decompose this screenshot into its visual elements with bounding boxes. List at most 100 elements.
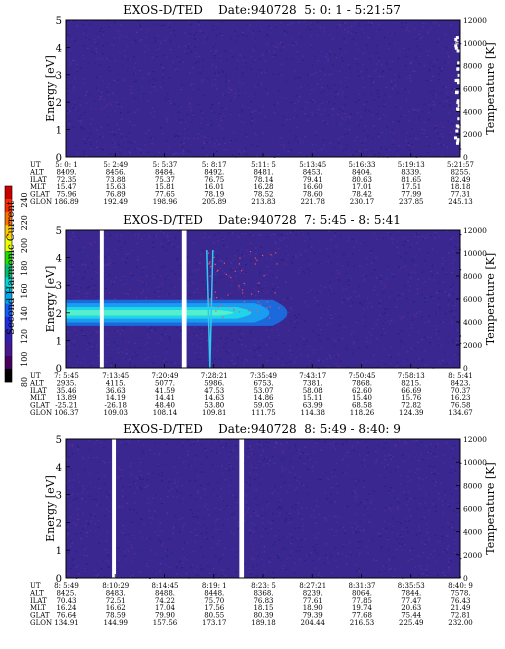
noise-pixel bbox=[215, 66, 217, 68]
noise-pixel bbox=[239, 54, 241, 56]
noise-pixel bbox=[350, 296, 352, 298]
noise-pixel bbox=[243, 366, 245, 368]
noise-pixel bbox=[117, 476, 119, 478]
noise-pixel bbox=[214, 358, 216, 360]
noise-pixel bbox=[346, 90, 348, 92]
noise-pixel bbox=[391, 144, 394, 146]
noise-pixel bbox=[108, 130, 111, 132]
noise-pixel bbox=[401, 528, 404, 531]
noise-pixel bbox=[361, 515, 363, 517]
noise-pixel bbox=[184, 467, 187, 469]
noise-pixel bbox=[118, 69, 121, 71]
noise-pixel bbox=[74, 103, 76, 106]
noise-pixel bbox=[213, 111, 215, 113]
temperature-dot bbox=[217, 306, 219, 308]
noise-pixel bbox=[396, 498, 399, 500]
noise-pixel bbox=[106, 87, 109, 89]
noise-pixel bbox=[222, 240, 225, 242]
noise-pixel bbox=[424, 129, 426, 131]
noise-pixel bbox=[266, 266, 269, 268]
noise-pixel bbox=[172, 532, 174, 534]
noise-pixel bbox=[284, 263, 287, 265]
noise-pixel bbox=[203, 288, 206, 290]
noise-pixel bbox=[289, 358, 292, 360]
noise-pixel bbox=[370, 252, 372, 254]
noise-pixel bbox=[252, 530, 254, 533]
noise-pixel bbox=[96, 575, 99, 577]
noise-pixel bbox=[124, 575, 127, 577]
noise-pixel bbox=[289, 533, 292, 536]
noise-pixel bbox=[349, 116, 351, 118]
noise-pixel bbox=[392, 517, 394, 520]
noise-pixel bbox=[200, 444, 203, 446]
noise-pixel bbox=[355, 527, 357, 529]
noise-pixel bbox=[311, 112, 313, 114]
noise-pixel bbox=[120, 234, 123, 236]
noise-pixel bbox=[125, 136, 128, 138]
noise-pixel bbox=[422, 238, 425, 240]
noise-pixel bbox=[131, 547, 133, 549]
noise-pixel bbox=[127, 550, 130, 552]
noise-pixel bbox=[296, 509, 298, 511]
temperature-dot bbox=[257, 291, 260, 293]
noise-pixel bbox=[233, 98, 235, 100]
noise-pixel bbox=[104, 515, 106, 517]
noise-pixel bbox=[110, 281, 113, 283]
table-cell: 16.62 bbox=[106, 604, 126, 612]
noise-pixel bbox=[409, 285, 411, 287]
noise-pixel bbox=[174, 362, 176, 364]
noise-pixel bbox=[300, 354, 302, 356]
noise-pixel bbox=[383, 113, 385, 116]
noise-pixel bbox=[308, 287, 310, 289]
noise-pixel bbox=[253, 50, 255, 52]
noise-pixel bbox=[245, 62, 247, 64]
noise-pixel bbox=[119, 333, 121, 335]
noise-pixel bbox=[74, 518, 77, 520]
noise-pixel bbox=[207, 483, 209, 485]
noise-pixel bbox=[170, 74, 172, 76]
noise-pixel bbox=[400, 475, 402, 477]
noise-pixel bbox=[240, 109, 243, 111]
noise-pixel bbox=[200, 298, 203, 300]
noise-pixel bbox=[298, 253, 301, 255]
noise-pixel bbox=[269, 512, 271, 514]
noise-pixel bbox=[335, 279, 338, 281]
noise-pixel bbox=[284, 517, 287, 519]
y-tick-label: 1 bbox=[56, 546, 62, 557]
noise-pixel bbox=[179, 153, 181, 155]
noise-pixel bbox=[69, 268, 72, 270]
noise-pixel bbox=[251, 37, 253, 39]
noise-pixel bbox=[199, 346, 202, 349]
noise-pixel bbox=[403, 82, 405, 84]
noise-pixel bbox=[403, 483, 405, 485]
noise-pixel bbox=[347, 240, 350, 242]
noise-pixel bbox=[95, 76, 98, 78]
noise-pixel bbox=[250, 55, 253, 57]
noise-pixel bbox=[134, 124, 136, 126]
noise-pixel bbox=[89, 258, 91, 260]
table-cell: 14.86 bbox=[253, 394, 274, 402]
noise-pixel bbox=[127, 541, 129, 543]
temperature-dot bbox=[258, 282, 260, 284]
noise-pixel bbox=[390, 356, 392, 358]
noise-pixel bbox=[164, 333, 167, 335]
noise-pixel bbox=[288, 557, 291, 559]
noise-pixel bbox=[86, 137, 89, 139]
noise-pixel bbox=[405, 252, 407, 254]
noise-pixel bbox=[435, 313, 437, 315]
noise-pixel bbox=[111, 362, 113, 364]
noise-pixel bbox=[413, 456, 416, 458]
noise-pixel bbox=[409, 63, 411, 65]
noise-pixel bbox=[66, 21, 68, 23]
noise-pixel bbox=[389, 454, 392, 456]
noise-pixel bbox=[374, 68, 377, 70]
noise-pixel bbox=[375, 560, 378, 562]
noise-pixel bbox=[190, 465, 193, 467]
noise-pixel bbox=[321, 102, 324, 104]
noise-pixel bbox=[210, 120, 212, 122]
noise-pixel bbox=[85, 296, 88, 298]
noise-pixel bbox=[166, 571, 168, 574]
noise-pixel bbox=[453, 551, 456, 554]
noise-pixel bbox=[222, 446, 224, 448]
noise-pixel bbox=[154, 530, 157, 533]
